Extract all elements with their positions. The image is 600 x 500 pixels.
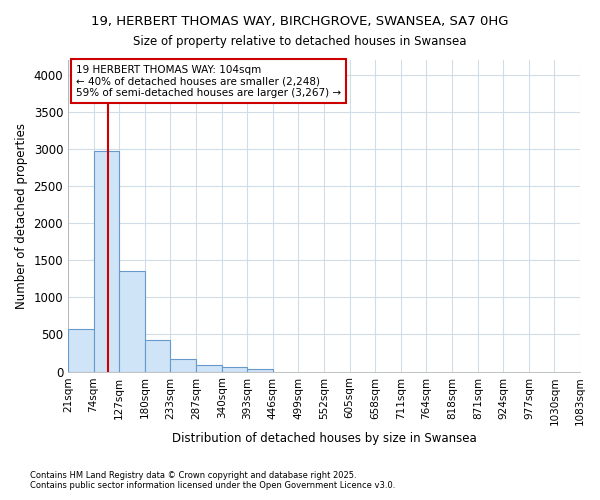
Bar [247,368,273,372]
Bar [222,368,247,372]
Bar [68,328,94,372]
Text: Size of property relative to detached houses in Swansea: Size of property relative to detached ho… [133,35,467,48]
Bar [94,150,119,372]
Bar [170,358,196,372]
Bar [119,272,145,372]
Bar [145,340,170,372]
Bar [196,364,222,372]
X-axis label: Distribution of detached houses by size in Swansea: Distribution of detached houses by size … [172,432,476,445]
Y-axis label: Number of detached properties: Number of detached properties [15,123,28,309]
Text: 19 HERBERT THOMAS WAY: 104sqm
← 40% of detached houses are smaller (2,248)
59% o: 19 HERBERT THOMAS WAY: 104sqm ← 40% of d… [76,64,341,98]
Text: 19, HERBERT THOMAS WAY, BIRCHGROVE, SWANSEA, SA7 0HG: 19, HERBERT THOMAS WAY, BIRCHGROVE, SWAN… [91,15,509,28]
Text: Contains HM Land Registry data © Crown copyright and database right 2025.
Contai: Contains HM Land Registry data © Crown c… [30,470,395,490]
